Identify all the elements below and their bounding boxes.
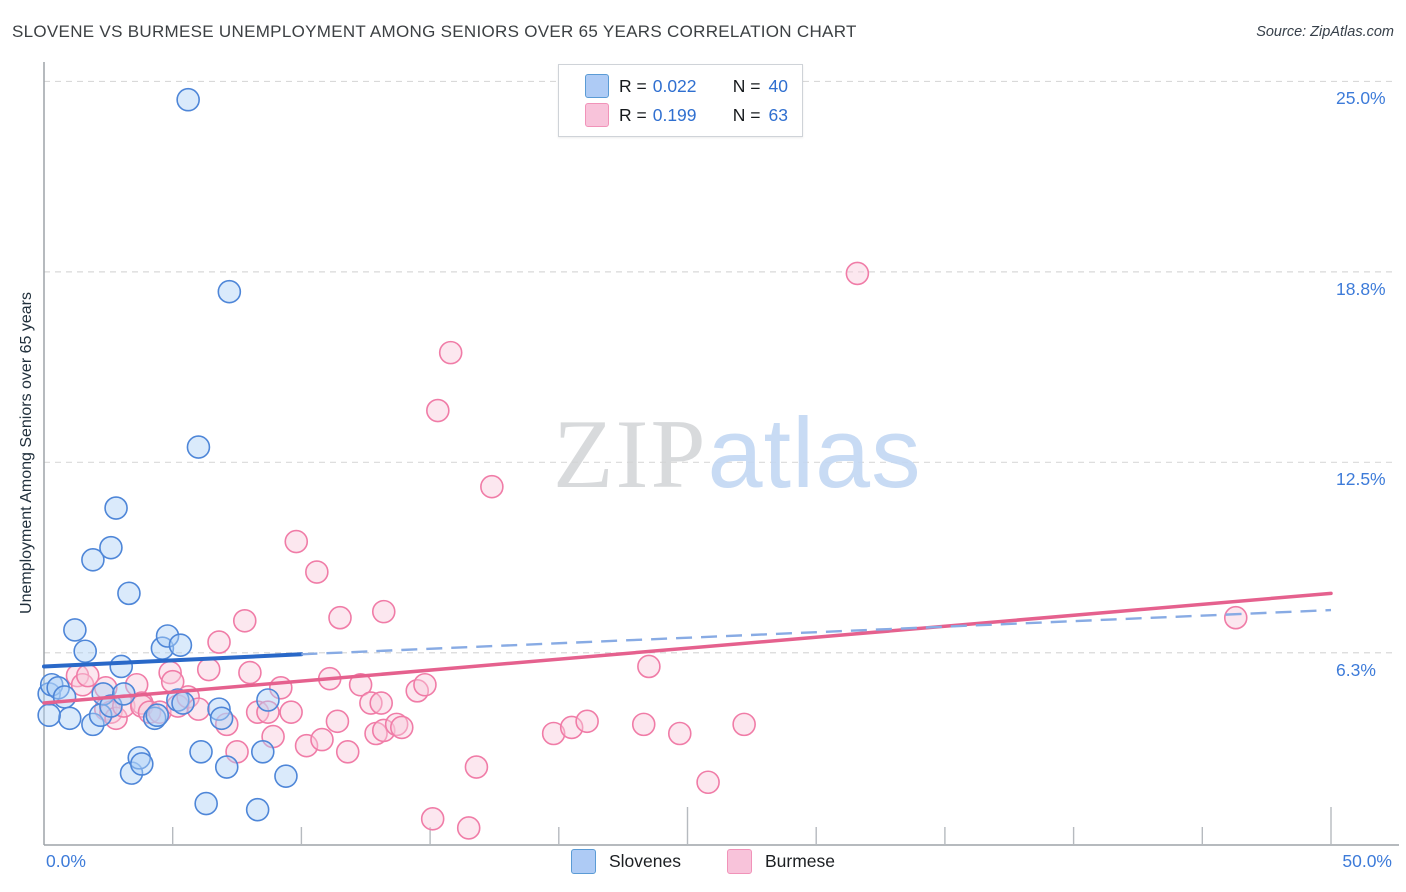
scatter-point-burmese[interactable] xyxy=(845,261,870,286)
scatter-point-slovenes[interactable] xyxy=(250,739,275,764)
scatter-point-burmese[interactable] xyxy=(438,340,463,365)
scatter-point-burmese[interactable] xyxy=(369,691,393,715)
burmese-swatch-icon xyxy=(585,103,609,127)
scatter-point-slovenes[interactable] xyxy=(214,755,239,779)
scatter-point-slovenes[interactable] xyxy=(81,712,105,737)
scatter-point-slovenes[interactable] xyxy=(217,279,242,304)
axis-tick-label: 50.0% xyxy=(1342,851,1392,871)
r-value-slovenes: 0.022 xyxy=(652,75,697,96)
scatter-point-burmese[interactable] xyxy=(696,770,720,795)
scatter-point-burmese[interactable] xyxy=(310,727,334,752)
scatter-point-slovenes[interactable] xyxy=(81,548,105,572)
scatter-point-slovenes[interactable] xyxy=(104,496,128,520)
scatter-point-slovenes[interactable] xyxy=(57,706,82,731)
scatter-point-burmese[interactable] xyxy=(420,807,445,831)
scatter-point-burmese[interactable] xyxy=(335,739,360,764)
burmese-swatch-icon xyxy=(726,849,752,874)
scatter-point-burmese[interactable] xyxy=(575,709,599,734)
n-value-slovenes: 40 xyxy=(768,75,788,96)
series-legend: Slovenes Burmese xyxy=(0,849,1406,874)
r-label: R = xyxy=(619,104,647,125)
scatter-point-slovenes[interactable] xyxy=(117,581,141,606)
burmese-trend-line xyxy=(42,591,1333,705)
scatter-point-slovenes[interactable] xyxy=(168,633,193,657)
legend-item-burmese: Burmese xyxy=(726,849,836,874)
scatter-point-burmese[interactable] xyxy=(541,721,566,746)
scatter-point-burmese[interactable] xyxy=(371,718,396,743)
scatter-point-slovenes[interactable] xyxy=(186,435,211,459)
scatter-point-slovenes[interactable] xyxy=(274,764,298,788)
scatter-point-burmese[interactable] xyxy=(732,712,756,737)
scatter-point-slovenes[interactable] xyxy=(99,535,123,560)
scatter-point-burmese[interactable] xyxy=(256,700,280,724)
scatter-point-slovenes[interactable] xyxy=(52,685,77,709)
axis-tick-label: 0.0% xyxy=(46,851,86,871)
scatter-point-burmese[interactable] xyxy=(232,608,257,633)
legend-item-slovenes: Slovenes xyxy=(570,849,681,874)
scatter-point-slovenes[interactable] xyxy=(171,691,195,715)
scatter-point-slovenes[interactable] xyxy=(207,697,231,721)
n-label: N = xyxy=(732,75,761,96)
scatter-point-burmese[interactable] xyxy=(279,700,303,724)
scatter-point-slovenes[interactable] xyxy=(99,694,123,718)
scatter-point-burmese[interactable] xyxy=(196,657,221,682)
scatter-point-slovenes[interactable] xyxy=(155,624,180,648)
scatter-point-slovenes[interactable] xyxy=(73,639,97,664)
scatter-point-burmese[interactable] xyxy=(207,630,231,654)
scatter-point-slovenes[interactable] xyxy=(37,703,61,728)
slovenes-swatch-icon xyxy=(570,849,596,874)
scatter-point-slovenes[interactable] xyxy=(109,654,134,679)
scatter-point-burmese[interactable] xyxy=(405,679,430,703)
scatter-point-slovenes[interactable] xyxy=(63,618,87,642)
slovenes-swatch-icon xyxy=(585,74,609,98)
r-value-burmese: 0.199 xyxy=(652,104,697,125)
axis-tick-label: 25.0% xyxy=(1336,88,1386,109)
scatter-point-burmese[interactable] xyxy=(328,605,352,630)
scatter-point-slovenes[interactable] xyxy=(256,688,280,712)
scatter-point-burmese[interactable] xyxy=(413,672,437,697)
scatter-point-burmese[interactable] xyxy=(238,660,262,685)
legend-row-slovenes: R = 0.022 N = 40 xyxy=(585,74,788,98)
legend-row-burmese: R = 0.199 N = 63 xyxy=(585,103,788,127)
scatter-point-burmese[interactable] xyxy=(284,529,309,554)
scatter-point-burmese[interactable] xyxy=(325,709,350,734)
scatter-point-burmese[interactable] xyxy=(464,755,489,779)
scatter-point-slovenes[interactable] xyxy=(176,87,200,112)
axis-tick-label: 6.3% xyxy=(1336,659,1376,680)
slovenes-trend-line xyxy=(42,652,304,669)
legend-label-burmese: Burmese xyxy=(764,851,836,871)
n-value-burmese: 63 xyxy=(768,104,788,125)
scatter-point-slovenes[interactable] xyxy=(245,797,270,822)
axis-tick-label: 12.5% xyxy=(1336,469,1386,490)
scatter-point-slovenes[interactable] xyxy=(209,706,234,731)
scatter-point-burmese[interactable] xyxy=(631,712,656,737)
legend-label-slovenes: Slovenes xyxy=(608,851,681,871)
scatter-point-burmese[interactable] xyxy=(1223,605,1248,630)
scatter-point-slovenes[interactable] xyxy=(145,703,170,728)
scatter-point-burmese[interactable] xyxy=(348,672,373,697)
scatter-point-burmese[interactable] xyxy=(426,398,450,423)
scatter-point-slovenes[interactable] xyxy=(194,791,218,816)
scatter-point-burmese[interactable] xyxy=(456,816,481,840)
slovenes-trend-extrapolation xyxy=(301,608,1332,656)
correlation-legend: R = 0.022 N = 40 R = 0.199 N = 63 xyxy=(558,64,803,137)
r-label: R = xyxy=(619,75,647,96)
page-title: SLOVENE VS BURMESE UNEMPLOYMENT AMONG SE… xyxy=(12,22,857,41)
scatter-point-burmese[interactable] xyxy=(389,715,414,740)
scatter-point-burmese[interactable] xyxy=(667,721,692,746)
scatter-point-burmese[interactable] xyxy=(186,697,211,721)
axis-tick-label: 18.8% xyxy=(1336,278,1386,299)
source-attribution: Source: ZipAtlas.com xyxy=(1256,24,1394,40)
scatter-point-slovenes[interactable] xyxy=(130,752,154,776)
n-label: N = xyxy=(732,104,761,125)
scatter-point-burmese[interactable] xyxy=(637,654,661,679)
scatter-point-burmese[interactable] xyxy=(559,715,584,740)
scatter-point-burmese[interactable] xyxy=(305,560,329,584)
scatter-point-burmese[interactable] xyxy=(480,474,504,499)
scatter-point-burmese[interactable] xyxy=(371,599,396,624)
scatter-point-burmese[interactable] xyxy=(294,733,319,758)
scatter-point-slovenes[interactable] xyxy=(189,739,213,764)
